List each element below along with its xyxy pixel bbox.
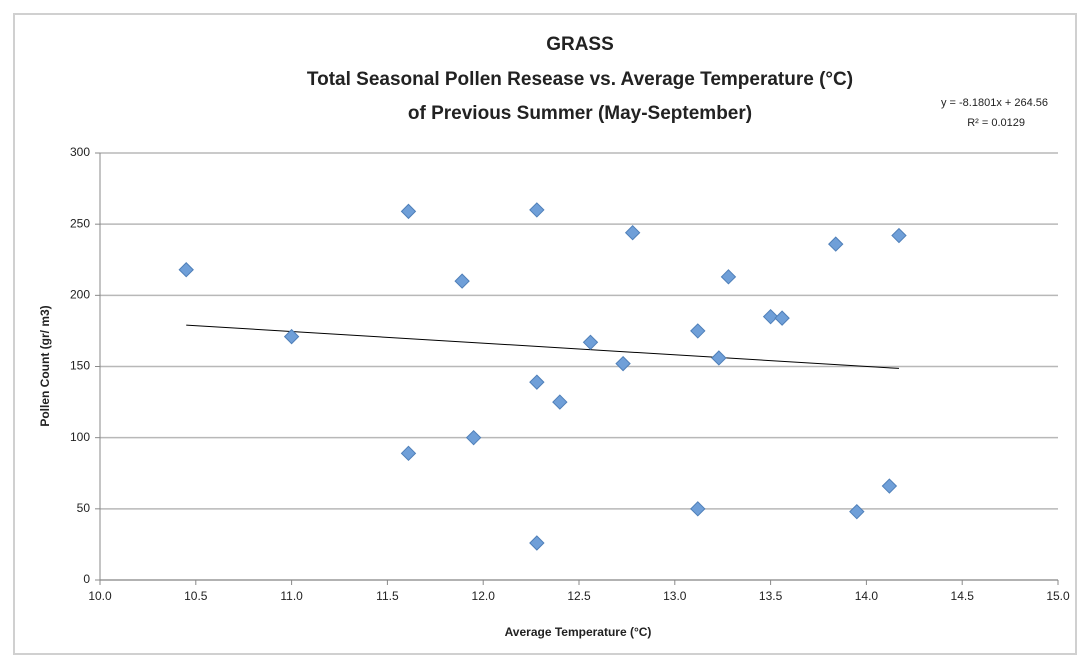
y-tick-label: 200 (70, 288, 90, 302)
x-tick-label: 11.0 (280, 589, 303, 603)
x-tick-label: 13.5 (759, 589, 783, 603)
data-point (881, 478, 898, 494)
data-point (849, 503, 865, 520)
trendline (186, 324, 900, 369)
x-tick-label: 13.0 (663, 589, 687, 603)
x-axis-label: Average Temperature (°C) (505, 625, 652, 639)
x-tick-label: 12.5 (567, 589, 591, 603)
data-point (454, 273, 470, 289)
y-tick-label: 50 (77, 501, 91, 515)
chart-frame (13, 13, 1077, 655)
data-point (720, 269, 737, 285)
data-point (891, 227, 907, 244)
y-tick-label: 250 (70, 216, 90, 230)
data-point (552, 394, 568, 410)
y-axis-label: Pollen Count (gr/ m3) (38, 305, 52, 426)
x-tick-label: 14.5 (951, 589, 975, 603)
data-point (283, 328, 300, 345)
data-point (400, 203, 417, 220)
chart-title: GRASS (546, 34, 614, 55)
y-tick-label: 300 (70, 145, 90, 159)
trendline-r2: R² = 0.0129 (967, 117, 1025, 129)
data-point (400, 445, 417, 462)
data-point (178, 262, 194, 278)
x-tick-label: 12.0 (472, 589, 496, 603)
data-point (774, 310, 790, 326)
trendline-equation: y = -8.1801x + 264.56 (941, 97, 1048, 109)
x-tick-label: 11.5 (376, 589, 399, 603)
data-point (465, 429, 482, 446)
data-point (529, 374, 545, 390)
y-tick-label: 100 (70, 430, 90, 444)
data-point (690, 323, 706, 339)
data-point (529, 535, 545, 551)
data-point (529, 202, 545, 218)
data-point (582, 334, 599, 351)
data-point (624, 224, 641, 241)
x-tick-label: 10.5 (184, 589, 208, 603)
y-tick-label: 150 (70, 359, 90, 373)
chart-subtitle: Total Seasonal Pollen Resease vs. Averag… (307, 69, 853, 90)
x-tick-label: 14.0 (855, 589, 879, 603)
data-point (690, 501, 706, 517)
chart-subtitle: of Previous Summer (May-September) (408, 103, 752, 124)
data-point (762, 308, 779, 325)
y-tick-label: 0 (83, 572, 90, 586)
data-point (828, 236, 844, 252)
x-tick-label: 15.0 (1046, 589, 1070, 603)
data-point (615, 355, 631, 372)
x-tick-label: 10.0 (88, 589, 112, 603)
data-point (711, 350, 727, 366)
